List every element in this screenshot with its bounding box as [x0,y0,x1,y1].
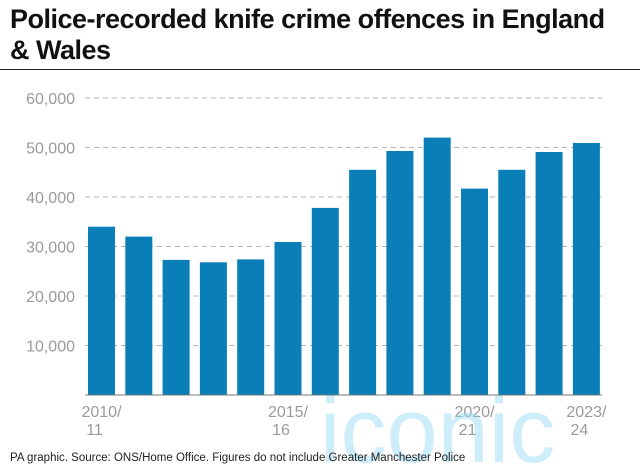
x-axis-tick-labels: 2010/11 2015/16 2020/21 2023/24 [81,404,606,439]
watermark-text: iconic [320,380,555,475]
bar-2018-19 [386,151,414,395]
x-tick-label: 2023/ [566,404,607,421]
bar-2020-21 [461,188,488,395]
bar-2019-20 [423,137,451,395]
x-tick-label: 16 [272,422,290,439]
chart-title: Police-recorded knife crime offences in … [10,4,605,65]
x-tick-label: 2010/ [81,404,122,421]
bar-2021-22 [498,169,526,395]
bar-2014-15 [237,259,265,395]
y-tick-label: 20,000 [26,289,75,306]
y-tick-label: 30,000 [26,240,75,257]
bar-2022-23 [535,152,563,395]
y-tick-label: 40,000 [26,190,75,207]
bar-2017-18 [349,169,377,395]
bar-2012-13 [162,259,190,395]
x-tick-label: 11 [86,422,103,439]
x-tick-label: 24 [571,422,589,439]
source-footnote: PA graphic. Source: ONS/Home Office. Fig… [10,452,466,464]
x-tick-label: 2015/ [268,404,309,421]
title-divider [0,69,640,70]
x-tick-label: 21 [459,422,477,439]
y-axis-tick-labels: 10,000 20,000 30,000 40,000 50,000 60,000 [26,91,75,356]
y-tick-label: 60,000 [26,91,75,108]
bar-2010-11 [88,226,115,395]
bar-2015-16 [274,242,302,395]
bar-2023-24 [572,143,600,395]
bars [88,137,600,395]
bar-2013-14 [199,262,227,395]
bar-2016-17 [311,207,339,395]
y-tick-label: 10,000 [26,339,75,356]
x-tick-label: 2020/ [454,404,495,421]
y-tick-label: 50,000 [26,141,75,158]
bar-2011-12 [125,236,153,395]
